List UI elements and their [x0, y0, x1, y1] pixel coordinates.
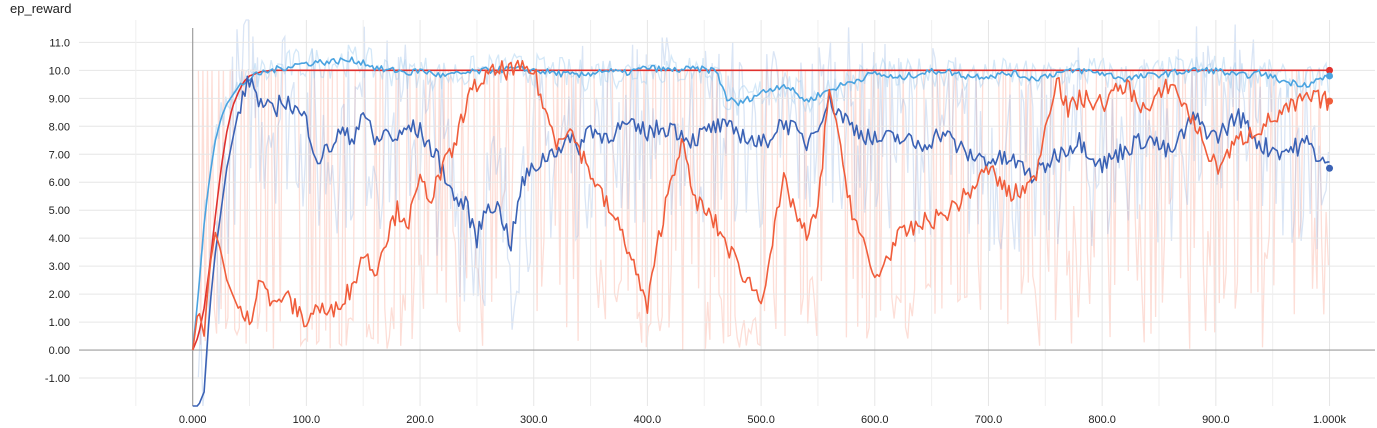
- y-tick-label: 5.00: [49, 205, 70, 217]
- x-tick-label: 400.0: [634, 414, 662, 426]
- y-tick-label: 0.00: [49, 345, 70, 357]
- series-line: [192, 75, 1330, 407]
- tick-label-layer: -1.00 0.00 1.00 2.00 3.00 4.00 5.00 6.00 7.00 8.0…: [45, 37, 1347, 426]
- x-tick-label: 900.0: [1202, 414, 1230, 426]
- grid-layer: [79, 20, 1375, 406]
- y-tick-label: 10.0: [49, 65, 70, 77]
- x-tick-label: 500.0: [747, 414, 775, 426]
- y-tick-label: -1.00: [45, 373, 70, 385]
- series-end-point: [1326, 97, 1334, 105]
- raw-noise-layer: [197, 19, 1330, 407]
- y-tick-label: 1.00: [49, 317, 70, 329]
- y-tick-label: 11.0: [49, 37, 70, 49]
- chart-title: ep_reward: [10, 1, 72, 16]
- x-tick-label: 800.0: [1088, 414, 1116, 426]
- x-tick-label: 0.000: [179, 414, 207, 426]
- x-tick-label: 300.0: [520, 414, 548, 426]
- x-tick-label: 700.0: [975, 414, 1003, 426]
- series-end-point: [1326, 66, 1334, 74]
- y-tick-label: 7.00: [49, 149, 70, 161]
- x-tick-label: 100.0: [293, 414, 321, 426]
- series-end-point: [1326, 164, 1334, 172]
- series-layer: [191, 56, 1334, 407]
- x-tick-label: 200.0: [406, 414, 434, 426]
- y-tick-label: 2.00: [49, 289, 70, 301]
- x-tick-label: 600.0: [861, 414, 889, 426]
- y-tick-label: 4.00: [49, 233, 70, 245]
- y-tick-label: 9.00: [49, 93, 70, 105]
- x-tick-label: 1.000k: [1313, 414, 1347, 426]
- series-end-point: [1326, 72, 1334, 80]
- raw-series-line: [197, 69, 1330, 350]
- y-tick-label: 6.00: [49, 177, 70, 189]
- y-tick-label: 3.00: [49, 261, 70, 273]
- y-tick-label: 8.00: [49, 121, 70, 133]
- series-line: [191, 56, 1330, 351]
- raw-series-line: [197, 44, 1330, 294]
- raw-series-line: [197, 19, 1330, 407]
- series-line: [191, 59, 1331, 351]
- series-line: [191, 69, 1330, 351]
